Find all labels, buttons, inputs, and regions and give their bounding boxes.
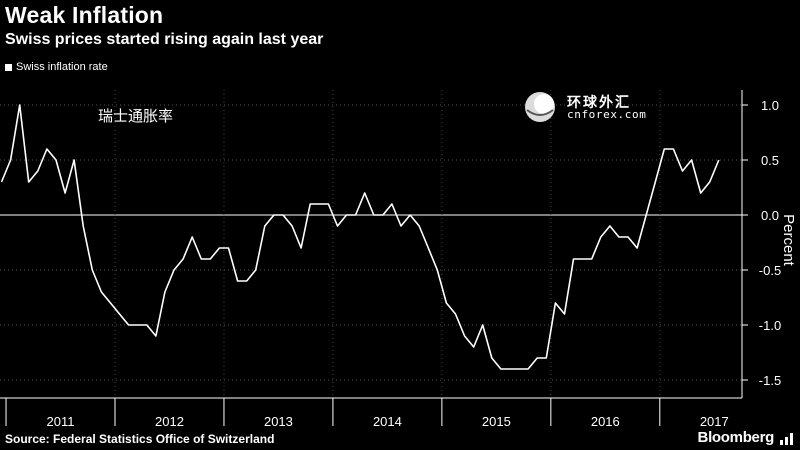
- watermark-logo-icon: [525, 92, 555, 122]
- chart-title: Weak Inflation: [5, 2, 164, 28]
- y-tick-label: 0.0: [761, 208, 779, 223]
- legend-swatch: [5, 63, 12, 71]
- series-line: [0, 104, 720, 370]
- legend: Swiss inflation rate: [5, 61, 108, 73]
- y-tick-label: -1.5: [759, 373, 781, 388]
- y-tick-label: -0.5: [759, 263, 781, 278]
- x-tick-label: 2016: [591, 414, 620, 429]
- x-tick-label: 2014: [373, 414, 402, 429]
- x-tick-label: 2017: [700, 414, 729, 429]
- legend-label: Swiss inflation rate: [16, 61, 108, 73]
- x-tick-label: 2015: [482, 414, 511, 429]
- y-tick-label: 0.5: [761, 153, 779, 168]
- chinese-annotation: 瑞士通胀率: [98, 107, 174, 125]
- watermark-cn-text: 环球外汇: [567, 95, 631, 111]
- source-note: Source: Federal Statistics Office of Swi…: [5, 432, 275, 446]
- x-tick-label: 2012: [155, 414, 184, 429]
- chart-subtitle: Swiss prices started rising again last y…: [5, 31, 324, 48]
- x-tick-label: 2013: [264, 414, 293, 429]
- watermark-en-text: cnforex.com: [567, 108, 647, 121]
- y-tick-label: -1.0: [759, 318, 781, 333]
- cnforex-watermark: 环球外汇 cnforex.com: [523, 90, 653, 124]
- brand-name: Bloomberg: [697, 429, 775, 446]
- bloomberg-logo-icon: [780, 433, 793, 445]
- x-tick-label: 2011: [47, 414, 75, 429]
- y-tick-label: 1.0: [761, 98, 779, 113]
- y-axis-title: Percent: [780, 214, 797, 267]
